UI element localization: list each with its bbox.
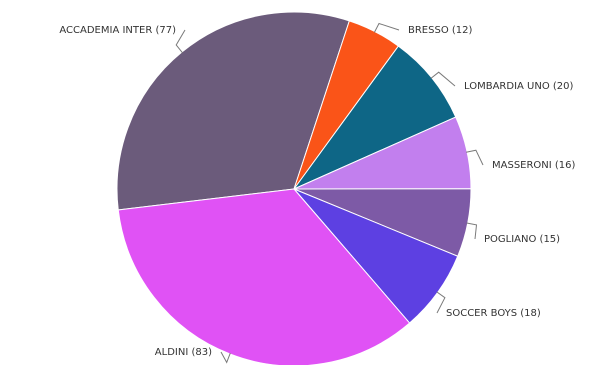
data-label-aldini: ALDINI (83) [155, 347, 212, 358]
leader-line-soccer-boys [436, 291, 446, 314]
leader-line-lombardia-uno [430, 71, 456, 87]
data-label-bresso: BRESSO (12) [408, 25, 472, 36]
leader-line-masseroni [465, 149, 484, 166]
pie-slices [116, 11, 472, 365]
data-label-pogliano: POGLIANO (15) [484, 234, 560, 245]
leader-line-bresso [373, 22, 400, 33]
data-label-soccer-boys: SOCCER BOYS (18) [446, 308, 541, 319]
data-labels: ACCADEMIA INTER (77) BRESSO (12) LOMBARDIA… [59, 25, 575, 358]
leader-line-aldini [220, 351, 231, 364]
leader-line-pogliano [466, 222, 478, 240]
leader-line-accademia-inter [175, 29, 186, 54]
leader-lines [175, 22, 484, 364]
data-label-lombardia-uno: LOMBARDIA UNO (20) [464, 81, 574, 92]
data-label-accademia-inter: ACCADEMIA INTER (77) [59, 25, 176, 36]
data-label-masseroni: MASSERONI (16) [492, 160, 576, 171]
